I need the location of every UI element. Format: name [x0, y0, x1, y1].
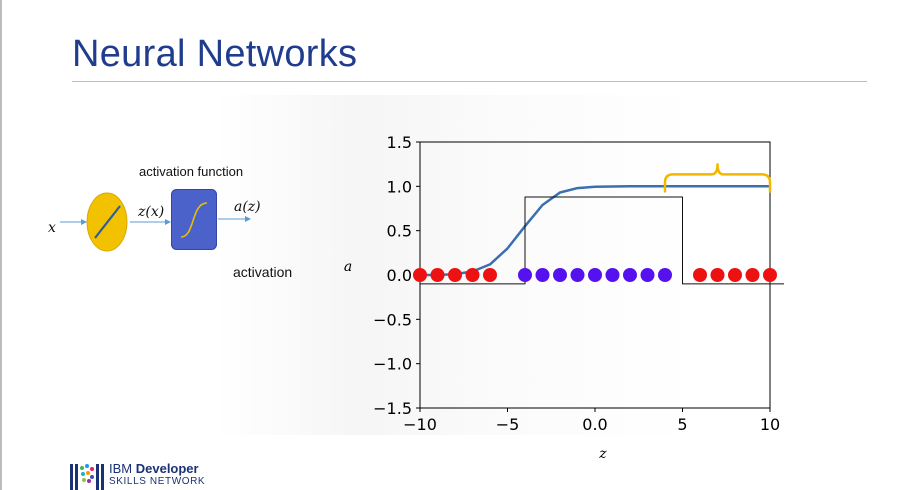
x-tick-label: 10 [760, 415, 780, 434]
x-tick-label: −10 [403, 415, 437, 434]
background-watermark [215, 95, 695, 435]
blue-data-point [588, 268, 602, 282]
blue-data-point [658, 268, 672, 282]
y-tick-label: 1.5 [387, 133, 412, 152]
x-tick-label: −5 [496, 415, 520, 434]
ibm-developer-logo-icon [70, 464, 104, 490]
input-x-label: x [48, 220, 56, 236]
x-tick-label: 0.0 [582, 415, 607, 434]
activation-function-label: activation function [139, 164, 244, 179]
footer-brand-line2: SKILLS NETWORK [109, 476, 206, 487]
blue-data-point [570, 268, 585, 282]
blue-data-point [535, 268, 550, 282]
y-tick-label: −1.0 [373, 355, 412, 374]
brace-annotation [663, 163, 772, 193]
red-data-point [728, 268, 742, 282]
y-tick-label: −0.5 [373, 310, 412, 329]
slide-title: Neural Networks [72, 33, 358, 75]
red-data-point [693, 268, 707, 282]
blue-data-point [553, 268, 567, 282]
x-tick-label: 5 [677, 415, 687, 434]
z-of-x-label: z(x) [138, 204, 165, 220]
title-underline [72, 81, 867, 82]
red-data-point [448, 268, 462, 282]
neuron-icon [86, 192, 128, 252]
y-tick-label: 0.0 [387, 266, 412, 285]
y-tick-label: −1.5 [373, 399, 412, 418]
activation-curve-line [420, 185, 770, 277]
footer-brand-bold: Developer [135, 461, 199, 476]
activation-chart: 1.5 1.0 0.5 0.0 −0.5 −1.0 −1.5−10 −5 0.0 5 10 z a [344, 133, 784, 462]
red-data-point [413, 268, 427, 282]
red-data-point [465, 268, 480, 282]
blue-data-point [605, 268, 620, 282]
y-axis-label: a [344, 259, 352, 275]
activation-label: activation [233, 264, 293, 280]
blue-data-point [640, 268, 655, 282]
footer-brand-prefix: IBM [109, 461, 136, 476]
footer-brand: IBM Developer SKILLS NETWORK [109, 462, 205, 488]
red-data-point [430, 268, 445, 282]
y-tick-label: 1.0 [387, 177, 412, 196]
blue-data-point [623, 268, 637, 282]
red-data-point [763, 268, 777, 282]
slide-left-edge [0, 0, 2, 490]
step-function-line [420, 196, 784, 285]
activation-function-box-icon [171, 189, 217, 250]
red-data-point [710, 268, 725, 282]
blue-data-point [518, 268, 532, 282]
x-axis-label: z [598, 446, 607, 462]
a-of-z-label: a(z) [234, 199, 261, 215]
y-tick-label: 0.5 [387, 222, 412, 241]
red-data-point [745, 268, 760, 282]
red-data-point [483, 268, 497, 282]
